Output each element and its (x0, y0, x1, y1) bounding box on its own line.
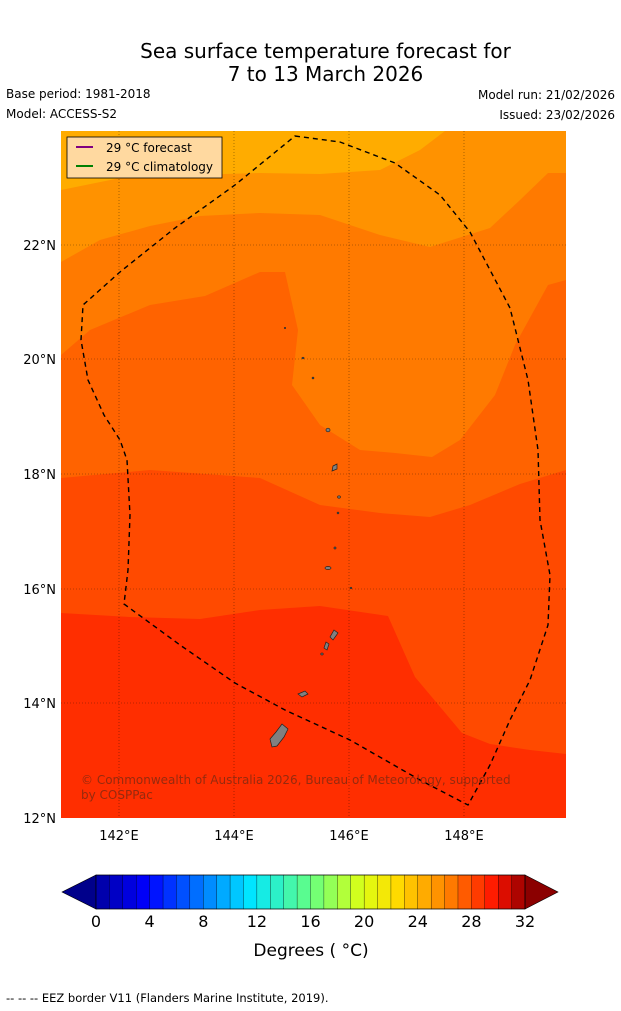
guam-island (269, 723, 289, 748)
colorbar-cell (229, 874, 244, 910)
legend-box (66, 136, 223, 179)
colorbar-tick-label: 4 (145, 912, 155, 931)
colorbar-cell (162, 874, 177, 910)
colorbar-cell (323, 874, 338, 910)
y-tick-20n: 20°N (23, 353, 56, 368)
colorbar-tick-label: 32 (515, 912, 535, 931)
pagan-island (331, 463, 338, 472)
eez-border (80, 135, 551, 806)
tinian-island (323, 641, 330, 651)
legend-forecast-label: 29 °C forecast (106, 141, 192, 155)
colorbar-cell (310, 874, 325, 910)
colorbar-tick-label: 8 (198, 912, 208, 931)
colorbar-tick-label: 0 (91, 912, 101, 931)
colorbar-frame (95, 874, 526, 910)
aguijan-island (320, 652, 324, 656)
colorbar-cell (176, 874, 191, 910)
y-axis-labels: 12°N 14°N 16°N 18°N 20°N 22°N (23, 239, 56, 827)
colorbar-cell (444, 874, 459, 910)
colorbar-cell (511, 874, 526, 910)
colorbar-cell (256, 874, 271, 910)
graticule (61, 131, 566, 818)
colorbar-cell (363, 874, 379, 910)
colorbar-cell (243, 874, 258, 910)
colorbar-tick-label: 28 (461, 912, 481, 931)
colorbar-cell (498, 874, 513, 910)
anatahan-island (324, 566, 332, 570)
x-tick-142e: 142°E (99, 829, 139, 844)
colorbar-cell (404, 874, 419, 910)
colorbar: 0 4 8 12 16 20 24 28 32 Degrees ( °C) (61, 874, 559, 961)
saipan-island (329, 629, 339, 641)
colorbar-cell (216, 874, 231, 910)
colorbar-under-arrow (61, 874, 97, 910)
colorbar-cell (283, 874, 298, 910)
colorbar-tick-label: 24 (408, 912, 428, 931)
colorbar-cell (189, 874, 204, 910)
colorbar-cell (484, 874, 499, 910)
colorbar-tick-label: 20 (354, 912, 374, 931)
map-legend: 29 °C forecast 29 °C climatology (66, 136, 223, 179)
colorbar-cell (457, 874, 472, 910)
colorbar-cell (136, 874, 151, 910)
colorbar-cell (350, 874, 365, 910)
asuncion-island (311, 376, 315, 380)
alamagan-island (337, 495, 341, 499)
y-tick-18n: 18°N (23, 468, 56, 483)
farallon-de-medinilla-island (349, 586, 353, 590)
sst-band (61, 606, 566, 818)
eez-footnote: -- -- -- EEZ border V11 (Flanders Marine… (6, 991, 329, 1005)
islands (269, 326, 353, 748)
colorbar-label: Degrees ( °C) (253, 941, 368, 961)
rota-island (297, 690, 309, 698)
title-line-2: 7 to 13 March 2026 (227, 62, 424, 86)
colorbar-cell (109, 874, 124, 910)
colorbar-cell (337, 874, 352, 910)
y-tick-14n: 14°N (23, 697, 56, 712)
agrihan-island (325, 427, 331, 433)
x-tick-146e: 146°E (329, 829, 369, 844)
colorbar-cell (296, 874, 311, 910)
y-tick-22n: 22°N (23, 239, 56, 254)
x-tick-144e: 144°E (214, 829, 254, 844)
maug-island (301, 356, 305, 360)
x-axis-labels: 142°E 144°E 146°E 148°E (99, 829, 484, 844)
colorbar-tick-label: 16 (300, 912, 320, 931)
colorbar-cells (95, 874, 526, 910)
colorbar-cell (471, 874, 486, 910)
x-tick-148e: 148°E (444, 829, 484, 844)
sst-map: © Commonwealth of Australia 2026, Bureau… (61, 131, 566, 818)
y-tick-16n: 16°N (23, 583, 56, 598)
title-line-1: Sea surface temperature forecast for (140, 39, 511, 63)
y-tick-12n: 12°N (23, 812, 56, 827)
colorbar-tick-label: 12 (247, 912, 267, 931)
colorbar-cell (149, 874, 164, 910)
colorbar-ticks: 0 4 8 12 16 20 24 28 32 (91, 912, 535, 931)
sarigan-island (333, 546, 337, 550)
colorbar-cell (377, 874, 392, 910)
colorbar-cell (122, 874, 137, 910)
model-name: Model: ACCESS-S2 (6, 107, 118, 121)
model-run: Model run: 21/02/2026 (477, 88, 615, 102)
legend-climatology-label: 29 °C climatology (106, 160, 213, 174)
guguan-island (336, 511, 340, 515)
colorbar-cell (270, 874, 285, 910)
copyright-notice: © Commonwealth of Australia 2026, Bureau… (81, 773, 511, 802)
colorbar-cell (417, 874, 432, 910)
colorbar-cell (390, 874, 405, 910)
farallon-de-pajaros-island (283, 326, 287, 330)
colorbar-cell (95, 874, 110, 910)
colorbar-cell (203, 874, 218, 910)
issued-date: Issued: 23/02/2026 (499, 108, 615, 122)
colorbar-over-arrow (524, 874, 559, 910)
colorbar-cell (430, 874, 446, 910)
base-period: Base period: 1981-2018 (6, 87, 151, 101)
